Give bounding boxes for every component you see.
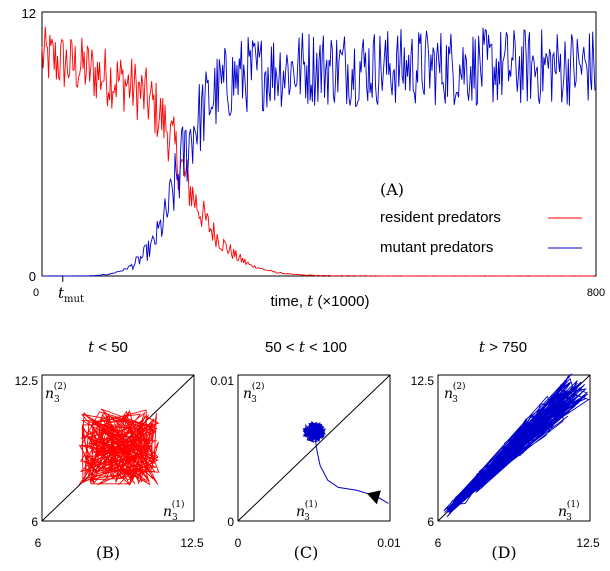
d-xtick-right: 12.5 xyxy=(576,536,600,550)
c-ytick-top: 0.01 xyxy=(211,374,235,388)
panel-c-arrowhead xyxy=(366,490,381,505)
t-mut-label: tmut xyxy=(58,284,84,305)
panel-a: 12 0 0 800 tmut time, t (×1000) (A) resi… xyxy=(22,6,606,310)
c-ylabel: n′ 3(2) xyxy=(243,381,265,405)
a-ytick-12: 12 xyxy=(22,6,36,21)
d-xtick-left: 6 xyxy=(435,536,442,550)
d-ytick-bottom: 6 xyxy=(427,515,434,529)
panel-a-label: (A) xyxy=(380,180,404,199)
b-xlabel: n3(1) xyxy=(163,499,185,523)
a-xlabel: time, t (×1000) xyxy=(270,292,369,310)
b-ylabel: n3(2) xyxy=(45,381,67,405)
c-xtick-left: 0 xyxy=(235,536,242,550)
panel-c-trajectory xyxy=(302,420,327,443)
panel-c-frame xyxy=(237,374,391,522)
panel-c-title: 50 < t < 100 xyxy=(265,338,347,356)
c-xlabel: n′ 3(1) xyxy=(296,499,318,523)
b-xtick-right: 12.5 xyxy=(180,536,204,550)
b-ytick-bottom: 6 xyxy=(31,515,38,529)
panel-d: t > 750 12.5 6 6 12.5 n′ 3(2) n′ 3(1) (D) xyxy=(411,338,600,562)
panel-c-label: (C) xyxy=(294,543,319,562)
panel-b-title: t < 50 xyxy=(88,338,128,356)
a-xtick-800: 800 xyxy=(587,287,605,299)
resident-predators-line xyxy=(41,26,595,277)
panel-b-frame xyxy=(41,374,195,522)
panel-c-diagonal xyxy=(237,374,391,522)
d-xlabel: n′ 3(1) xyxy=(558,499,580,523)
panel-d-frame xyxy=(437,374,591,522)
panel-b-trajectory xyxy=(78,408,160,486)
d-ylabel: n′ 3(2) xyxy=(444,381,466,405)
b-xtick-left: 6 xyxy=(35,536,42,550)
panel-d-label: (D) xyxy=(491,543,516,562)
legend-mutant-label: mutant predators xyxy=(380,239,493,256)
c-ytick-bottom: 0 xyxy=(227,515,234,529)
mutant-predators-line xyxy=(41,27,596,277)
panel-c: 50 < t < 100 0.01 0 0 0.01 n′ 3(2) n′ 3(1)… xyxy=(211,338,401,562)
panel-b-label: (B) xyxy=(96,543,120,562)
a-ytick-0: 0 xyxy=(29,269,36,284)
panel-d-trajectory xyxy=(443,373,590,518)
panel-d-title: t > 750 xyxy=(479,338,527,356)
panel-a-frame xyxy=(41,11,597,277)
b-ytick-top: 12.5 xyxy=(15,374,39,388)
panel-b: t < 50 12.5 6 6 12.5 n3(2) n3(1) (B) xyxy=(15,338,204,562)
legend-resident-label: resident predators xyxy=(380,209,501,226)
d-ytick-top: 12.5 xyxy=(411,374,435,388)
a-xtick-0: 0 xyxy=(33,287,39,299)
c-xtick-right: 0.01 xyxy=(377,536,401,550)
